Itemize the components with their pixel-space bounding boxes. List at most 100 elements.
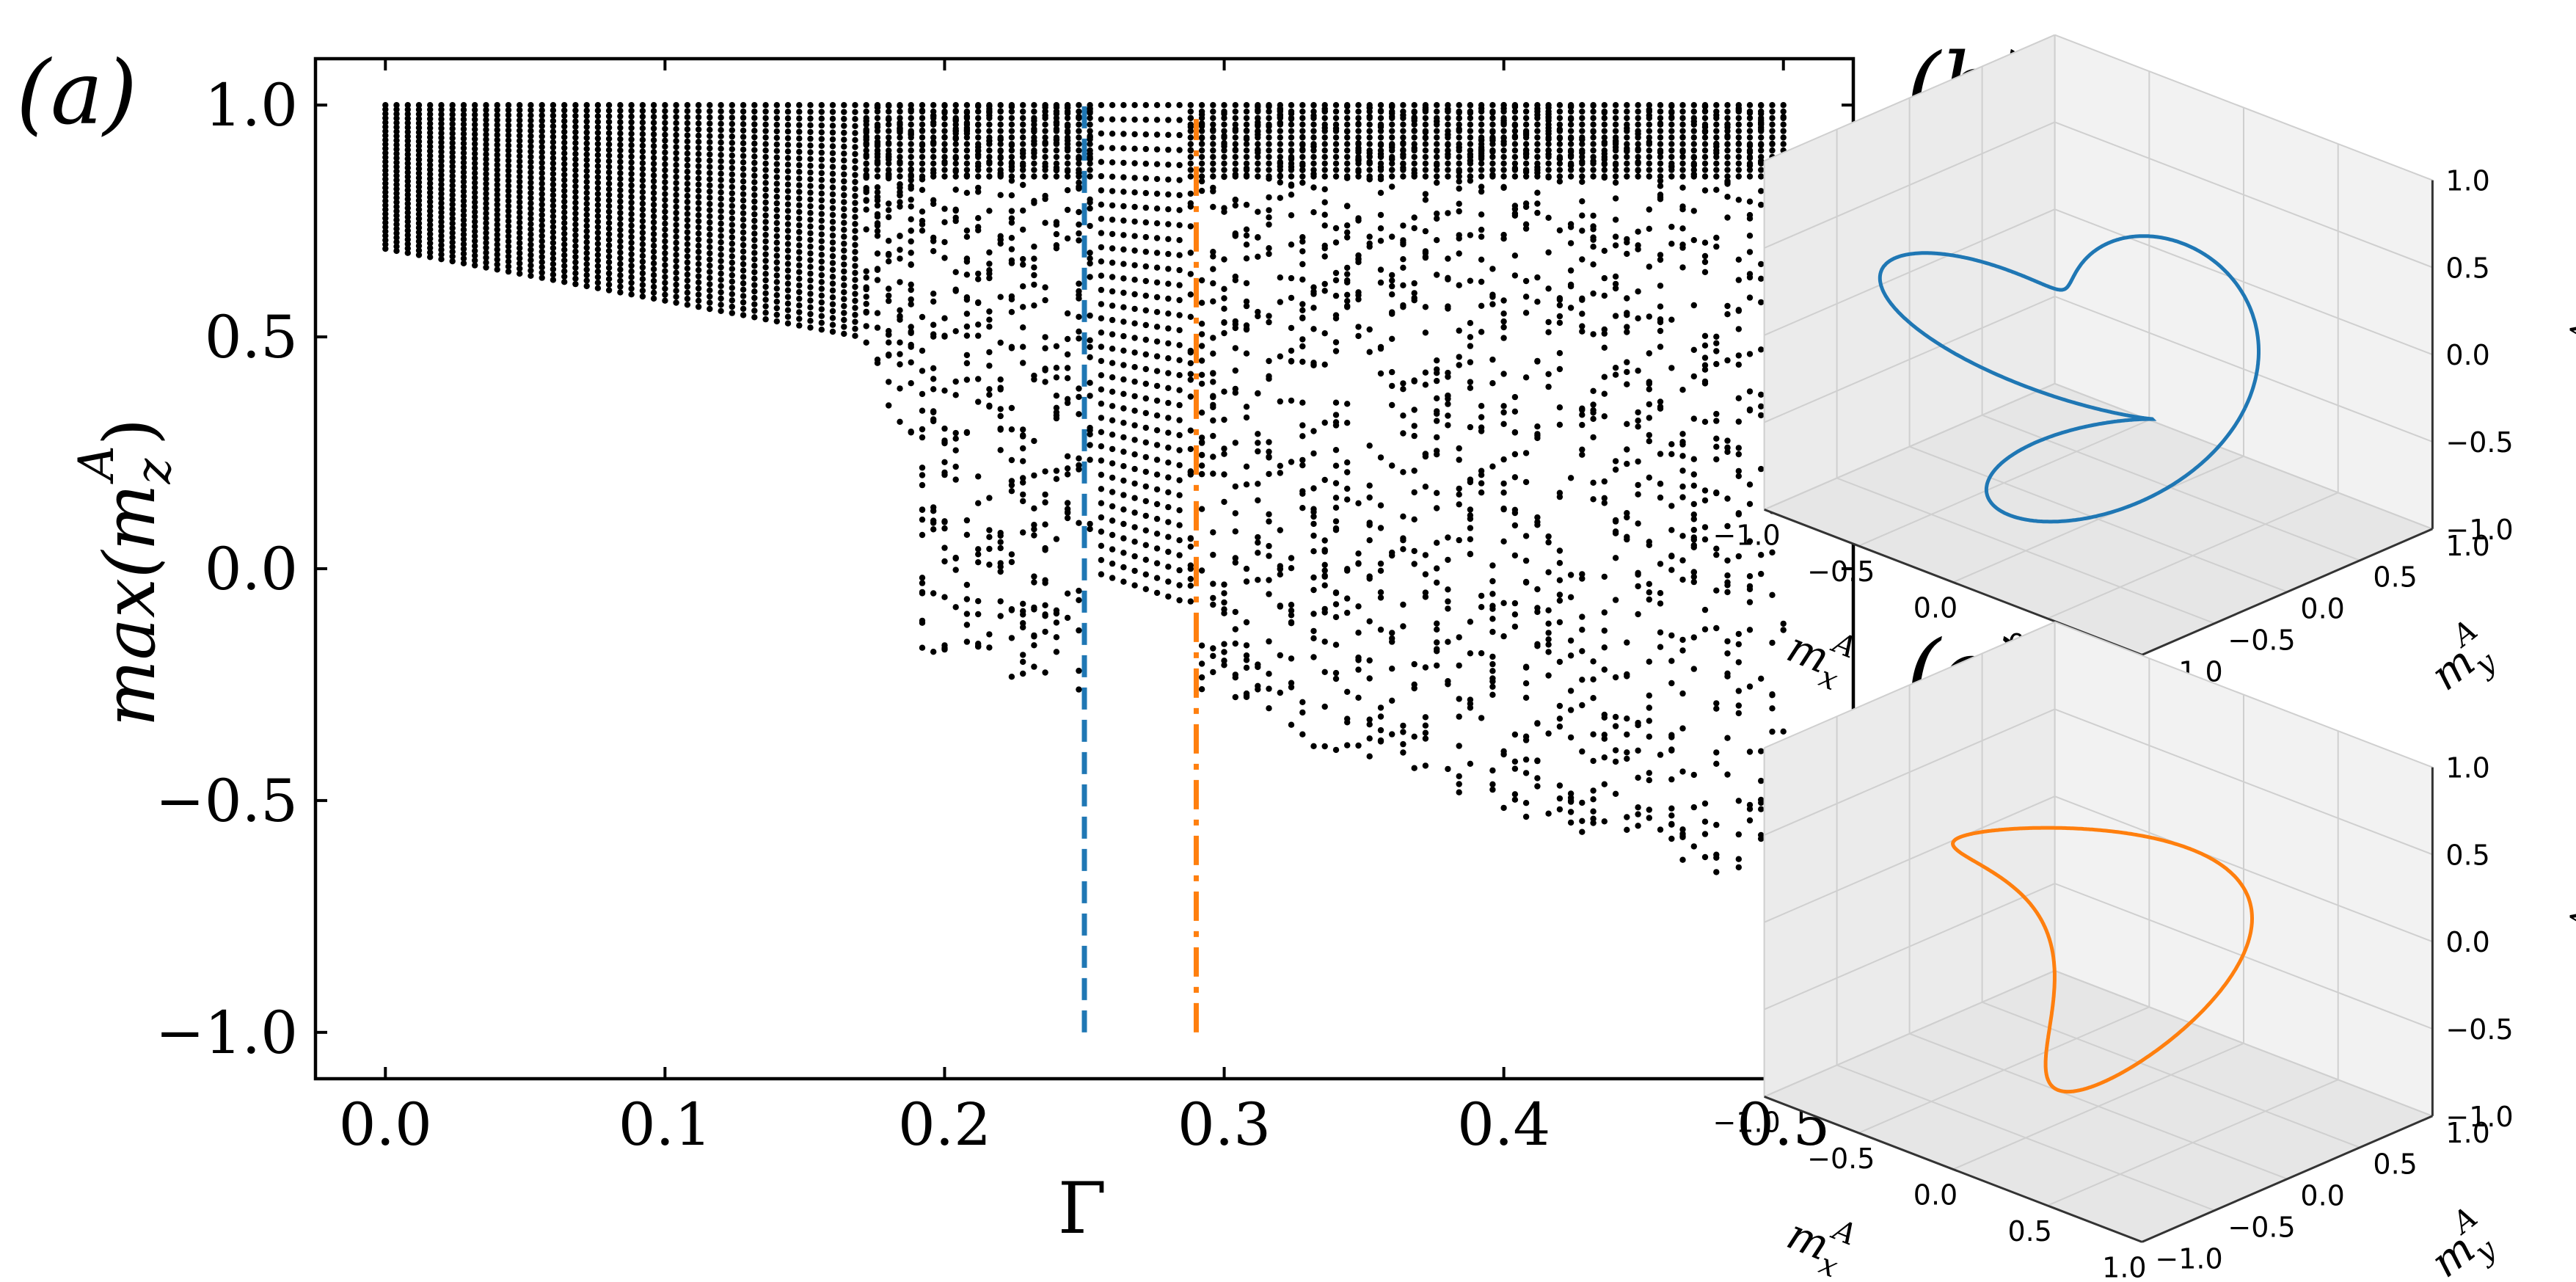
scatter-point bbox=[1635, 131, 1641, 137]
scatter-point bbox=[605, 169, 613, 176]
scatter-point bbox=[1377, 370, 1384, 377]
scatter-point bbox=[695, 139, 702, 145]
scatter-point bbox=[1344, 222, 1351, 229]
scatter-point bbox=[1053, 230, 1060, 238]
scatter-point bbox=[1713, 234, 1720, 241]
scatter-point bbox=[762, 277, 769, 284]
scatter-point bbox=[740, 216, 747, 223]
scatter-point bbox=[460, 226, 467, 233]
scatter-point bbox=[1165, 117, 1172, 123]
scatter-point bbox=[539, 154, 545, 161]
scatter-point bbox=[684, 138, 691, 145]
scatter-point bbox=[1635, 153, 1641, 161]
scatter-point bbox=[1232, 626, 1239, 633]
scatter-point bbox=[1064, 153, 1071, 161]
scatter-point bbox=[807, 291, 814, 297]
scatter-point bbox=[1087, 442, 1093, 448]
scatter-point bbox=[1277, 462, 1284, 469]
scatter-point bbox=[829, 123, 836, 129]
scatter-point bbox=[505, 218, 512, 225]
scatter-point bbox=[605, 164, 613, 170]
scatter-point bbox=[1176, 417, 1183, 423]
scatter-point bbox=[449, 230, 456, 236]
scatter-point bbox=[517, 158, 523, 164]
scatter-point bbox=[930, 113, 937, 120]
scatter-point bbox=[695, 145, 702, 151]
scatter-point bbox=[1243, 414, 1250, 421]
scatter-point bbox=[472, 140, 478, 147]
scatter-point bbox=[1008, 426, 1015, 433]
scatter-point bbox=[594, 218, 602, 225]
scatter-point bbox=[852, 241, 858, 248]
scatter-point bbox=[1321, 253, 1328, 260]
scatter-point bbox=[539, 181, 545, 187]
scatter-point bbox=[695, 163, 702, 170]
scatter-point bbox=[1020, 498, 1026, 505]
scatter-point bbox=[1176, 222, 1183, 228]
scatter-point bbox=[483, 166, 489, 172]
scatter-point bbox=[1076, 221, 1082, 228]
scatter-point bbox=[1064, 500, 1071, 506]
scatter-point bbox=[449, 125, 456, 132]
scatter-point bbox=[1020, 458, 1026, 465]
scatter-point bbox=[1456, 362, 1462, 368]
scatter-point bbox=[695, 303, 702, 310]
scatter-point bbox=[1255, 577, 1261, 583]
scatter-point bbox=[1758, 117, 1765, 123]
scatter-point bbox=[1511, 731, 1519, 738]
scatter-point bbox=[1389, 156, 1395, 163]
scatter-point bbox=[1713, 112, 1720, 119]
scatter-point bbox=[684, 253, 691, 260]
scatter-point bbox=[986, 261, 993, 267]
scatter-point bbox=[897, 418, 903, 425]
scatter-point bbox=[605, 253, 613, 260]
scatter-point bbox=[852, 311, 858, 318]
scatter-point bbox=[1456, 115, 1462, 122]
scatter-point bbox=[1255, 253, 1261, 260]
scatter-point bbox=[1221, 153, 1227, 161]
scatter-point bbox=[673, 245, 679, 252]
scatter-point bbox=[729, 310, 735, 316]
scatter-point bbox=[1288, 555, 1295, 561]
scatter-point bbox=[1266, 577, 1272, 583]
scatter-point bbox=[1545, 318, 1552, 326]
scatter-point bbox=[494, 222, 500, 228]
scatter-point bbox=[528, 164, 534, 170]
scatter-point bbox=[762, 316, 769, 323]
scatter-point bbox=[1657, 283, 1664, 289]
scatter-point bbox=[1198, 674, 1205, 681]
scatter-point bbox=[952, 107, 959, 114]
scatter-point bbox=[1120, 477, 1127, 484]
scatter-point bbox=[796, 249, 803, 255]
scatter-point bbox=[863, 197, 869, 203]
scatter-point bbox=[438, 172, 445, 178]
scatter-point bbox=[1321, 280, 1328, 288]
scatter-point bbox=[1679, 108, 1686, 115]
scatter-point bbox=[1746, 162, 1754, 169]
scatter-point bbox=[784, 274, 792, 280]
scatter-point bbox=[1701, 134, 1709, 141]
scatter-point bbox=[1165, 444, 1172, 451]
scatter-point bbox=[1500, 231, 1507, 238]
scatter-point bbox=[673, 294, 679, 300]
scatter-point bbox=[505, 172, 512, 179]
scatter-point bbox=[1020, 226, 1026, 233]
scatter-point bbox=[1299, 276, 1306, 283]
scatter-point bbox=[874, 134, 881, 141]
scatter-point bbox=[1567, 594, 1575, 600]
scatter-point bbox=[1478, 183, 1485, 190]
scatter-point bbox=[897, 199, 903, 205]
scatter-point bbox=[1243, 652, 1250, 659]
scatter-point bbox=[1579, 446, 1586, 453]
scatter-point bbox=[1087, 337, 1093, 343]
scatter-point bbox=[784, 300, 792, 307]
grid-line bbox=[1909, 445, 2288, 593]
scatter-point bbox=[718, 195, 724, 202]
scatter-point bbox=[1142, 102, 1150, 109]
scatter-point bbox=[841, 240, 847, 247]
scatter-point bbox=[841, 192, 847, 199]
scatter-point bbox=[1758, 159, 1765, 167]
scatter-point bbox=[1187, 376, 1194, 383]
scatter-point bbox=[427, 129, 434, 136]
scatter-point bbox=[539, 248, 545, 255]
